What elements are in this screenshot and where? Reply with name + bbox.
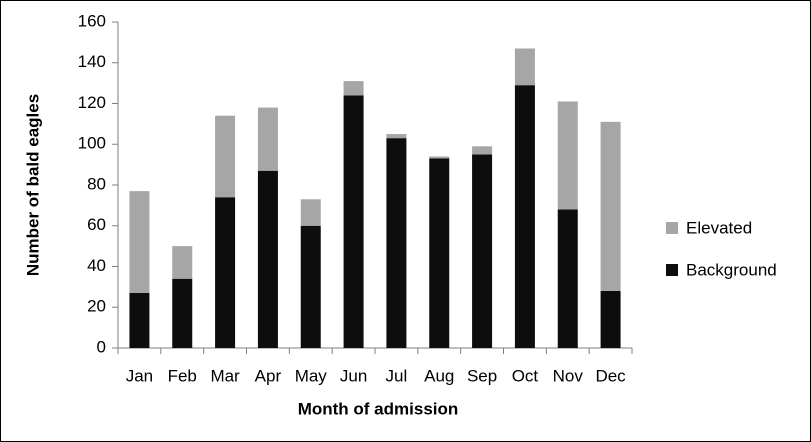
x-tick-label: Jan	[126, 366, 153, 385]
y-tick-label: 120	[78, 93, 106, 112]
x-tick-label: Sep	[467, 366, 497, 385]
bar-segment	[215, 197, 236, 348]
bar-segment	[472, 154, 493, 348]
x-tick-label: May	[295, 366, 328, 385]
bar-segment	[429, 156, 450, 159]
bar-segment	[557, 101, 578, 210]
y-axis-label: Number of bald eagles	[23, 94, 42, 276]
y-tick-label: 160	[78, 11, 106, 30]
bar-segment	[343, 95, 364, 348]
legend-label: Background	[686, 260, 777, 279]
bar-segment	[600, 290, 621, 348]
y-tick-label: 80	[87, 174, 106, 193]
bar-segment	[172, 246, 193, 279]
bar-segment	[472, 146, 493, 155]
y-tick-label: 20	[87, 297, 106, 316]
x-tick-label: Feb	[168, 366, 197, 385]
legend-swatch	[666, 222, 678, 234]
x-axis-label: Month of admission	[298, 399, 459, 418]
bar-segment	[129, 292, 150, 348]
y-tick-label: 40	[87, 256, 106, 275]
bar-segment	[600, 121, 621, 291]
x-tick-label: Oct	[512, 366, 539, 385]
bar-segment	[386, 138, 407, 348]
bar-segment	[257, 107, 278, 171]
bar-segment	[300, 225, 321, 348]
x-tick-label: Aug	[424, 366, 454, 385]
bar-segment	[300, 199, 321, 226]
legend-label: Elevated	[686, 218, 752, 237]
bar-segment	[514, 85, 535, 348]
x-tick-label: Nov	[553, 366, 584, 385]
x-tick-label: Apr	[255, 366, 282, 385]
bar-segment	[514, 48, 535, 86]
x-tick-label: Jun	[340, 366, 367, 385]
bar-segment	[215, 115, 236, 198]
y-tick-label: 60	[87, 215, 106, 234]
legend-swatch	[666, 264, 678, 276]
bar-segment	[386, 134, 407, 139]
bar-segment	[257, 170, 278, 348]
bar-segment	[129, 191, 150, 293]
y-tick-label: 100	[78, 134, 106, 153]
bar-segment	[429, 158, 450, 348]
bar-segment	[343, 81, 364, 96]
y-tick-label: 140	[78, 52, 106, 71]
x-tick-label: Jul	[386, 366, 408, 385]
x-tick-label: Mar	[210, 366, 240, 385]
bar-segment	[172, 278, 193, 348]
bar-segment	[557, 209, 578, 348]
x-tick-label: Dec	[595, 366, 626, 385]
y-tick-label: 0	[97, 337, 106, 356]
